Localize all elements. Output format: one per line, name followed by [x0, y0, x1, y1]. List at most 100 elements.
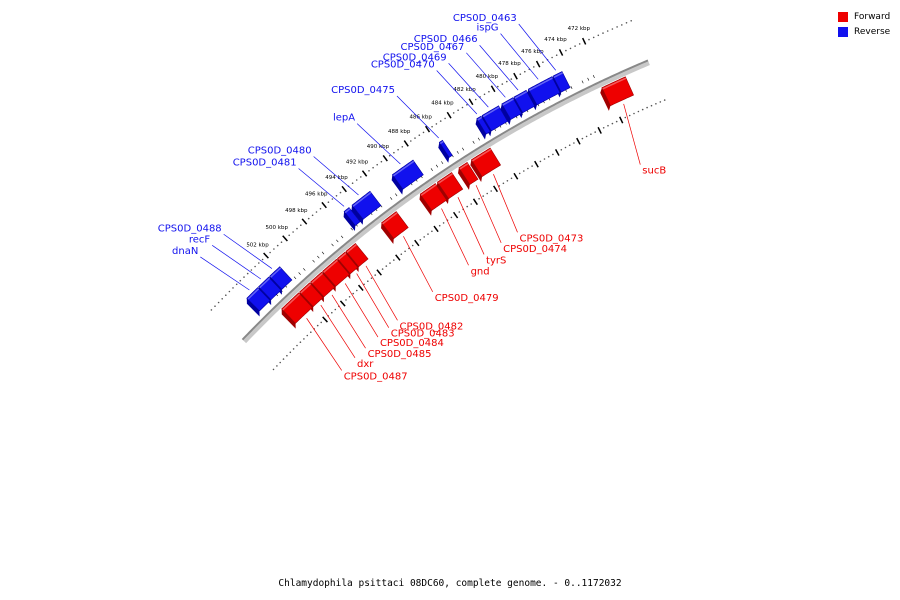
gene-highlight — [392, 160, 415, 177]
inner-ring-dot — [367, 280, 369, 283]
leader-line — [396, 95, 439, 139]
leader-line — [479, 44, 519, 91]
gene-label-CPS0D_0475[interactable]: CPS0D_0475 — [331, 85, 395, 96]
gene-block-CPS0D_0470[interactable] — [476, 115, 491, 135]
tick-label: 488 kbp — [388, 129, 411, 135]
outer-ring-dot — [569, 47, 572, 50]
gene-label-CPS0D_0470[interactable]: CPS0D_0470 — [371, 60, 435, 71]
gene-label-gnd[interactable]: gnd — [471, 266, 490, 277]
gene-label-CPS0D_0466[interactable]: CPS0D_0466 — [414, 34, 478, 45]
gene-label-tyrS[interactable]: tyrS — [486, 255, 506, 266]
outer-ring-dot — [488, 90, 490, 93]
gene-label-CPS0D_0480[interactable]: CPS0D_0480 — [248, 145, 312, 156]
gene-block-sucB[interactable] — [601, 76, 634, 107]
gene-label-lepA[interactable]: lepA — [333, 113, 355, 124]
inner-tick — [619, 116, 624, 124]
inner-ring-dot — [374, 274, 377, 276]
outer-ring-dot — [225, 294, 227, 297]
outer-tick — [403, 140, 409, 147]
inner-ring-dot — [282, 358, 285, 360]
gene-block-CPS0D_0475[interactable] — [438, 139, 453, 158]
gene-block-CPS0D_0463[interactable] — [552, 71, 571, 93]
gene-label-CPS0D_0467[interactable]: CPS0D_0467 — [400, 42, 464, 53]
gene-block-CPS0D_0481[interactable] — [343, 207, 361, 226]
outer-ring-dot — [315, 211, 318, 213]
outer-ring-dot — [376, 163, 379, 166]
gene-label-CPS0D_0487[interactable]: CPS0D_0487 — [344, 371, 408, 382]
leader-line — [298, 168, 345, 207]
outer-ring-dot — [606, 30, 609, 32]
gene-highlight — [439, 140, 444, 145]
outer-ring-dot — [555, 54, 558, 56]
gene-label-CPS0D_0479[interactable]: CPS0D_0479 — [435, 293, 499, 304]
inner-ring-dot — [633, 112, 635, 115]
gene-highlight — [300, 283, 312, 294]
gene-block-CPS0D_0488[interactable] — [269, 266, 293, 290]
gene-block-ispG[interactable] — [527, 76, 561, 106]
leader-line — [448, 63, 489, 108]
gene-label-dnaN[interactable]: dnaN — [172, 246, 198, 257]
gene-block-CPS0D_0485[interactable] — [310, 271, 336, 298]
outer-tick — [341, 185, 347, 193]
gene-label-CPS0D_0474[interactable]: CPS0D_0474 — [503, 244, 567, 255]
gene-label-CPS0D_0483[interactable]: CPS0D_0483 — [391, 329, 455, 340]
gene-block-CPS0D_0467[interactable] — [501, 97, 523, 120]
gene-block-tyrS[interactable] — [436, 172, 464, 200]
gene-highlight — [514, 90, 528, 100]
inner-ring-dot — [370, 277, 373, 280]
outer-ring-dot — [360, 176, 362, 178]
gene-label-CPS0D_0463[interactable]: CPS0D_0463 — [453, 13, 517, 24]
outer-ring-dot — [533, 66, 535, 68]
gene-block-recF[interactable] — [258, 276, 282, 301]
tick-label: 492 kbp — [346, 159, 369, 165]
minor-tick — [350, 227, 353, 231]
inner-ring-dot — [641, 108, 644, 111]
genome-caption: Chlamydophila psittaci 08DC60, complete … — [278, 578, 622, 589]
minor-tick — [592, 75, 595, 79]
gene-block-CPS0D_0474[interactable] — [458, 161, 479, 185]
gene-label-recF[interactable]: recF — [189, 234, 211, 245]
tick-label: 496 kbp — [305, 191, 328, 197]
inner-ring-dot — [650, 104, 653, 107]
minor-tick — [336, 239, 339, 243]
outer-ring-dot — [414, 137, 416, 139]
inner-ring-dot — [663, 99, 666, 101]
outer-ring-dot — [300, 224, 302, 226]
gene-side — [438, 142, 450, 163]
inner-tick — [322, 316, 328, 323]
gene-label-CPS0D_0484[interactable]: CPS0D_0484 — [380, 338, 444, 349]
inner-ring-dot — [552, 153, 554, 156]
gene-label-CPS0D_0473[interactable]: CPS0D_0473 — [519, 233, 583, 244]
gene-label-CPS0D_0481[interactable]: CPS0D_0481 — [233, 158, 297, 169]
gene-label-CPS0D_0482[interactable]: CPS0D_0482 — [399, 321, 463, 332]
inner-ring-dot — [585, 135, 588, 138]
gene-block-CPS0D_0487[interactable] — [281, 292, 313, 324]
gene-block-CPS0D_0479[interactable] — [381, 211, 409, 240]
gene-block-dxr[interactable] — [299, 282, 324, 308]
forward-swatch — [838, 11, 848, 22]
inner-ring-dot — [486, 192, 489, 195]
gene-highlight — [344, 208, 351, 214]
outer-ring-dot — [331, 198, 334, 200]
gene-block-lepA[interactable] — [391, 159, 424, 190]
inner-ring-dot — [602, 127, 605, 129]
minor-tick — [331, 243, 334, 247]
gene-label-CPS0D_0485[interactable]: CPS0D_0485 — [368, 349, 432, 360]
gene-label-ispG[interactable]: ispG — [476, 23, 498, 34]
outer-tick — [301, 218, 308, 225]
gene-label-CPS0D_0469[interactable]: CPS0D_0469 — [383, 52, 447, 63]
gene-label-dxr[interactable]: dxr — [357, 359, 374, 370]
leader-line — [306, 318, 342, 371]
leader-line — [623, 103, 641, 165]
gene-block-CPS0D_0473[interactable] — [470, 147, 502, 178]
gene-label-CPS0D_0488[interactable]: CPS0D_0488 — [158, 223, 222, 234]
inner-ring-dot — [334, 308, 337, 311]
inner-ring-dot — [547, 155, 550, 158]
outer-ring-dot — [457, 109, 459, 111]
outer-ring-dot — [217, 301, 220, 304]
gene-block-CPS0D_0469[interactable] — [481, 105, 508, 132]
gene-label-sucB[interactable]: sucB — [642, 166, 666, 177]
legend-label-forward: Forward — [854, 11, 891, 22]
